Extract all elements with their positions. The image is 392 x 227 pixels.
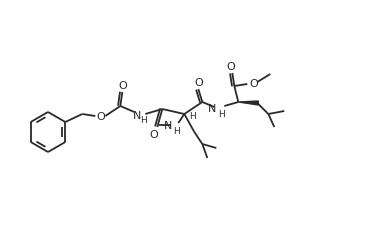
Text: O: O <box>149 129 158 139</box>
Text: O: O <box>226 62 235 72</box>
Text: H: H <box>218 110 225 119</box>
Text: H: H <box>140 116 147 125</box>
Polygon shape <box>238 101 258 106</box>
Text: O: O <box>249 79 258 89</box>
Text: H: H <box>189 112 196 121</box>
Text: O: O <box>96 111 105 121</box>
Text: O: O <box>118 81 127 91</box>
Text: N: N <box>164 121 172 131</box>
Text: N: N <box>133 111 142 121</box>
Text: O: O <box>194 78 203 88</box>
Text: H: H <box>173 127 180 136</box>
Text: N: N <box>208 104 216 114</box>
